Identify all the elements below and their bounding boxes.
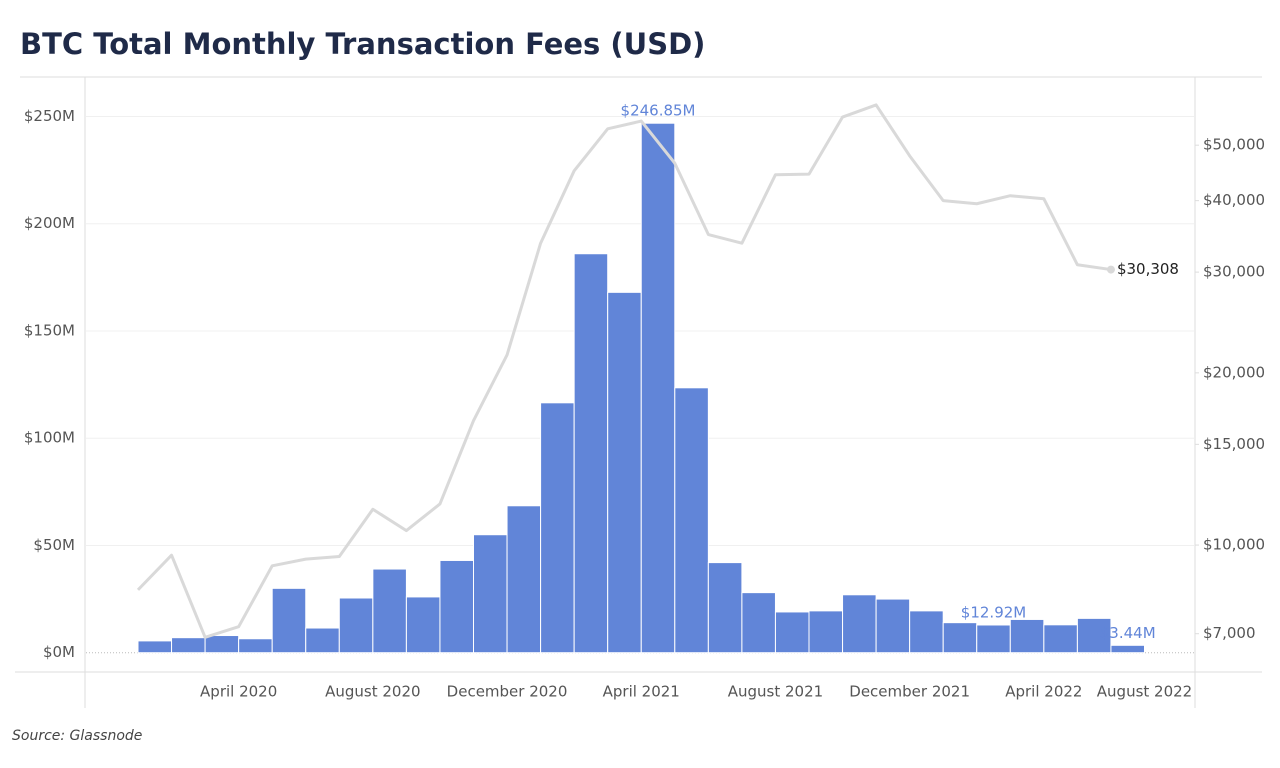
bar [204, 635, 240, 654]
x-tick-label: April 2021 [603, 683, 680, 701]
line-end-dot [1106, 265, 1115, 274]
y2-tick-label: $7,000 [1203, 624, 1256, 642]
y2-tick-label: $15,000 [1203, 435, 1265, 453]
bar [1076, 617, 1112, 654]
bar [640, 122, 676, 654]
y-tick-label: $200M [24, 214, 75, 232]
bar [607, 291, 642, 654]
price-line [136, 103, 1112, 639]
bar [875, 598, 911, 654]
bar [405, 596, 441, 654]
bar [305, 627, 340, 654]
y-tick-label: $50M [33, 536, 75, 554]
y-tick-label: $100M [24, 429, 75, 447]
bar [238, 638, 273, 654]
x-tick-label: December 2021 [849, 683, 970, 701]
y2-tick-label: $30,000 [1203, 263, 1265, 281]
source-note: Source: Glassnode [12, 728, 142, 744]
bar [137, 640, 173, 654]
bar [1043, 624, 1078, 654]
x-tick-label: August 2020 [325, 683, 420, 701]
bar [674, 387, 709, 654]
bar [774, 611, 810, 654]
y2-tick-label: $20,000 [1203, 363, 1265, 381]
bar [439, 559, 475, 654]
x-tick-label: December 2020 [447, 683, 568, 701]
data-label: $3.44M [1100, 624, 1156, 642]
y-tick-label: $150M [24, 321, 75, 339]
data-label: $12.92M [961, 603, 1026, 621]
bar [1009, 618, 1045, 654]
bar [1110, 644, 1145, 654]
y2-tick-label: $40,000 [1203, 191, 1265, 209]
bar [976, 624, 1011, 654]
bar [506, 505, 542, 654]
y-tick-label: $0M [43, 643, 75, 661]
bar [842, 594, 877, 654]
bar [372, 568, 407, 654]
x-tick-label: April 2022 [1005, 683, 1082, 701]
bar [540, 402, 575, 654]
bar [707, 562, 743, 654]
bar [741, 592, 776, 654]
data-label: $30,308 [1117, 260, 1179, 278]
y2-tick-label: $10,000 [1203, 536, 1265, 554]
bar [909, 610, 944, 654]
bar [942, 622, 978, 654]
bar [271, 587, 307, 654]
bar [573, 253, 609, 654]
x-tick-label: August 2021 [728, 683, 823, 701]
x-tick-label: August 2022 [1097, 683, 1192, 701]
bar [808, 610, 844, 654]
bar [473, 534, 508, 654]
data-label: $246.85M [621, 102, 696, 120]
chart-title: BTC Total Monthly Transaction Fees (USD) [20, 27, 705, 61]
bar [171, 637, 206, 654]
bar [338, 597, 374, 654]
y-tick-label: $250M [24, 107, 75, 125]
y2-tick-label: $50,000 [1203, 136, 1265, 154]
x-tick-label: April 2020 [200, 683, 277, 701]
